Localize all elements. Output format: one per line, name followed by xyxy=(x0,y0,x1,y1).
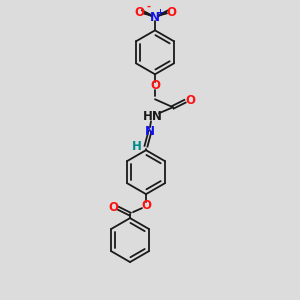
Text: H: H xyxy=(132,140,142,153)
Text: O: O xyxy=(134,6,144,19)
Text: O: O xyxy=(141,199,151,212)
Text: O: O xyxy=(150,79,160,92)
Text: -: - xyxy=(146,2,150,11)
Text: O: O xyxy=(185,94,195,107)
Text: HN: HN xyxy=(143,110,163,123)
Text: +: + xyxy=(157,8,164,17)
Text: N: N xyxy=(150,11,160,24)
Text: O: O xyxy=(166,6,176,19)
Text: O: O xyxy=(108,201,118,214)
Text: N: N xyxy=(145,125,155,138)
